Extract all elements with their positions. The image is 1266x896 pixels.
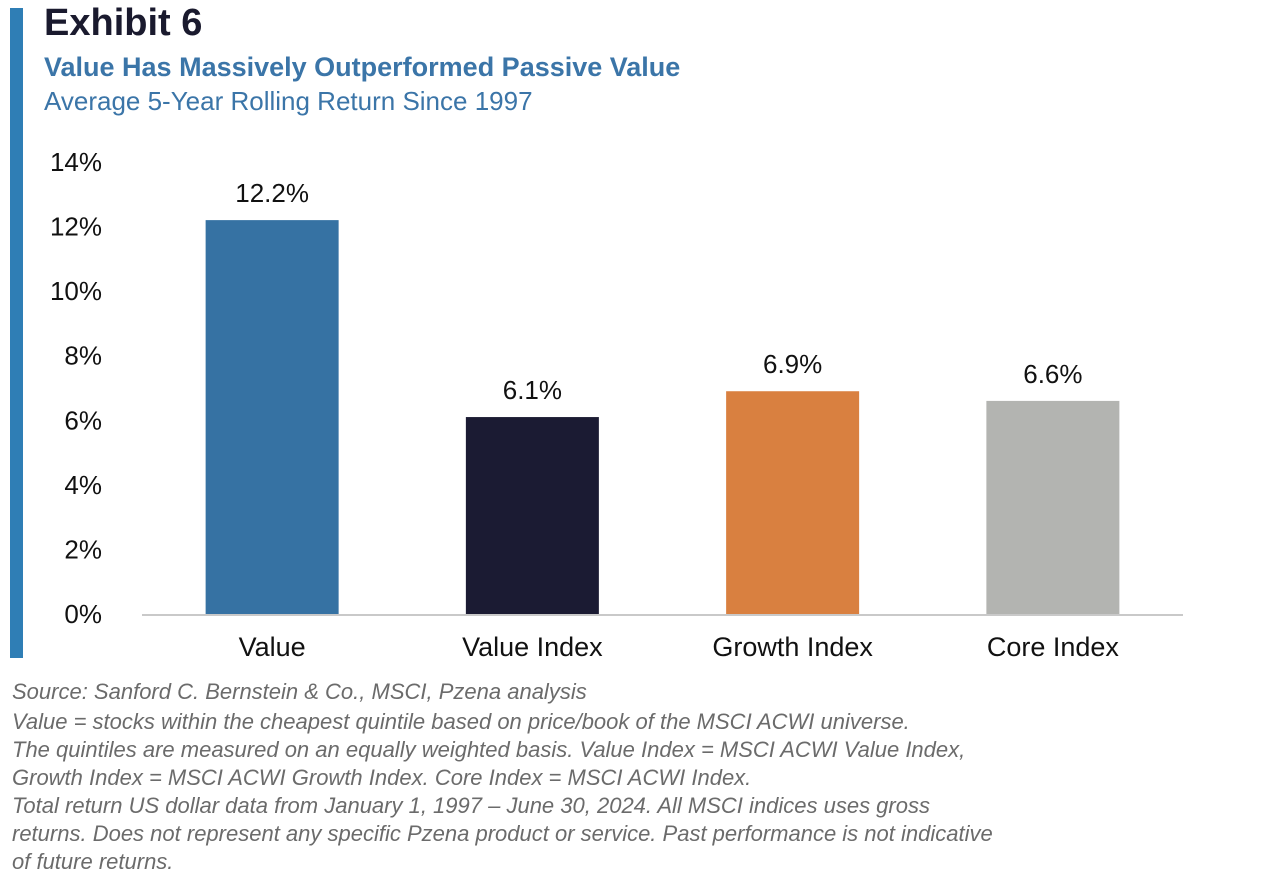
accent-side-bar	[10, 8, 23, 658]
footnote-disclaimer: Total return US dollar data from January…	[12, 793, 993, 874]
chart-subtitle: Average 5-Year Rolling Return Since 1997	[44, 86, 533, 116]
bar-value	[205, 220, 339, 614]
y-tick-label: 2%	[64, 534, 102, 564]
y-tick-label: 10%	[50, 276, 102, 306]
bar-value-index	[465, 417, 599, 614]
y-tick-label: 4%	[64, 470, 102, 500]
exhibit-label: Exhibit 6	[44, 2, 203, 44]
y-tick-label: 6%	[64, 405, 102, 435]
footnote-source: Source: Sanford C. Bernstein & Co., MSCI…	[12, 679, 587, 704]
x-tick-label: Core Index	[987, 632, 1120, 662]
footnote-definition: Value = stocks within the cheapest quint…	[12, 709, 910, 734]
x-tick-label: Value Index	[462, 632, 603, 662]
data-label: 12.2%	[235, 178, 309, 208]
footnote-methodology: The quintiles are measured on an equally…	[12, 737, 966, 790]
chart-title: Value Has Massively Outperformed Passive…	[44, 52, 681, 82]
footnotes: Source: Sanford C. Bernstein & Co., MSCI…	[12, 678, 1252, 876]
data-label: 6.9%	[763, 349, 822, 379]
bar-core-index	[986, 400, 1120, 614]
y-tick-label: 14%	[50, 147, 102, 177]
data-label: 6.6%	[1023, 359, 1082, 389]
bar-growth-index	[726, 391, 860, 614]
y-tick-label: 8%	[64, 341, 102, 371]
x-tick-label: Value	[239, 632, 306, 662]
bar-chart: 0% 2% 4% 6% 8% 10% 12% 14% 12.2% Value 6.1% Value I…	[50, 147, 1183, 662]
y-tick-label: 12%	[50, 212, 102, 242]
y-tick-label: 0%	[64, 599, 102, 629]
x-tick-label: Growth Index	[712, 632, 873, 662]
data-label: 6.1%	[503, 375, 562, 405]
